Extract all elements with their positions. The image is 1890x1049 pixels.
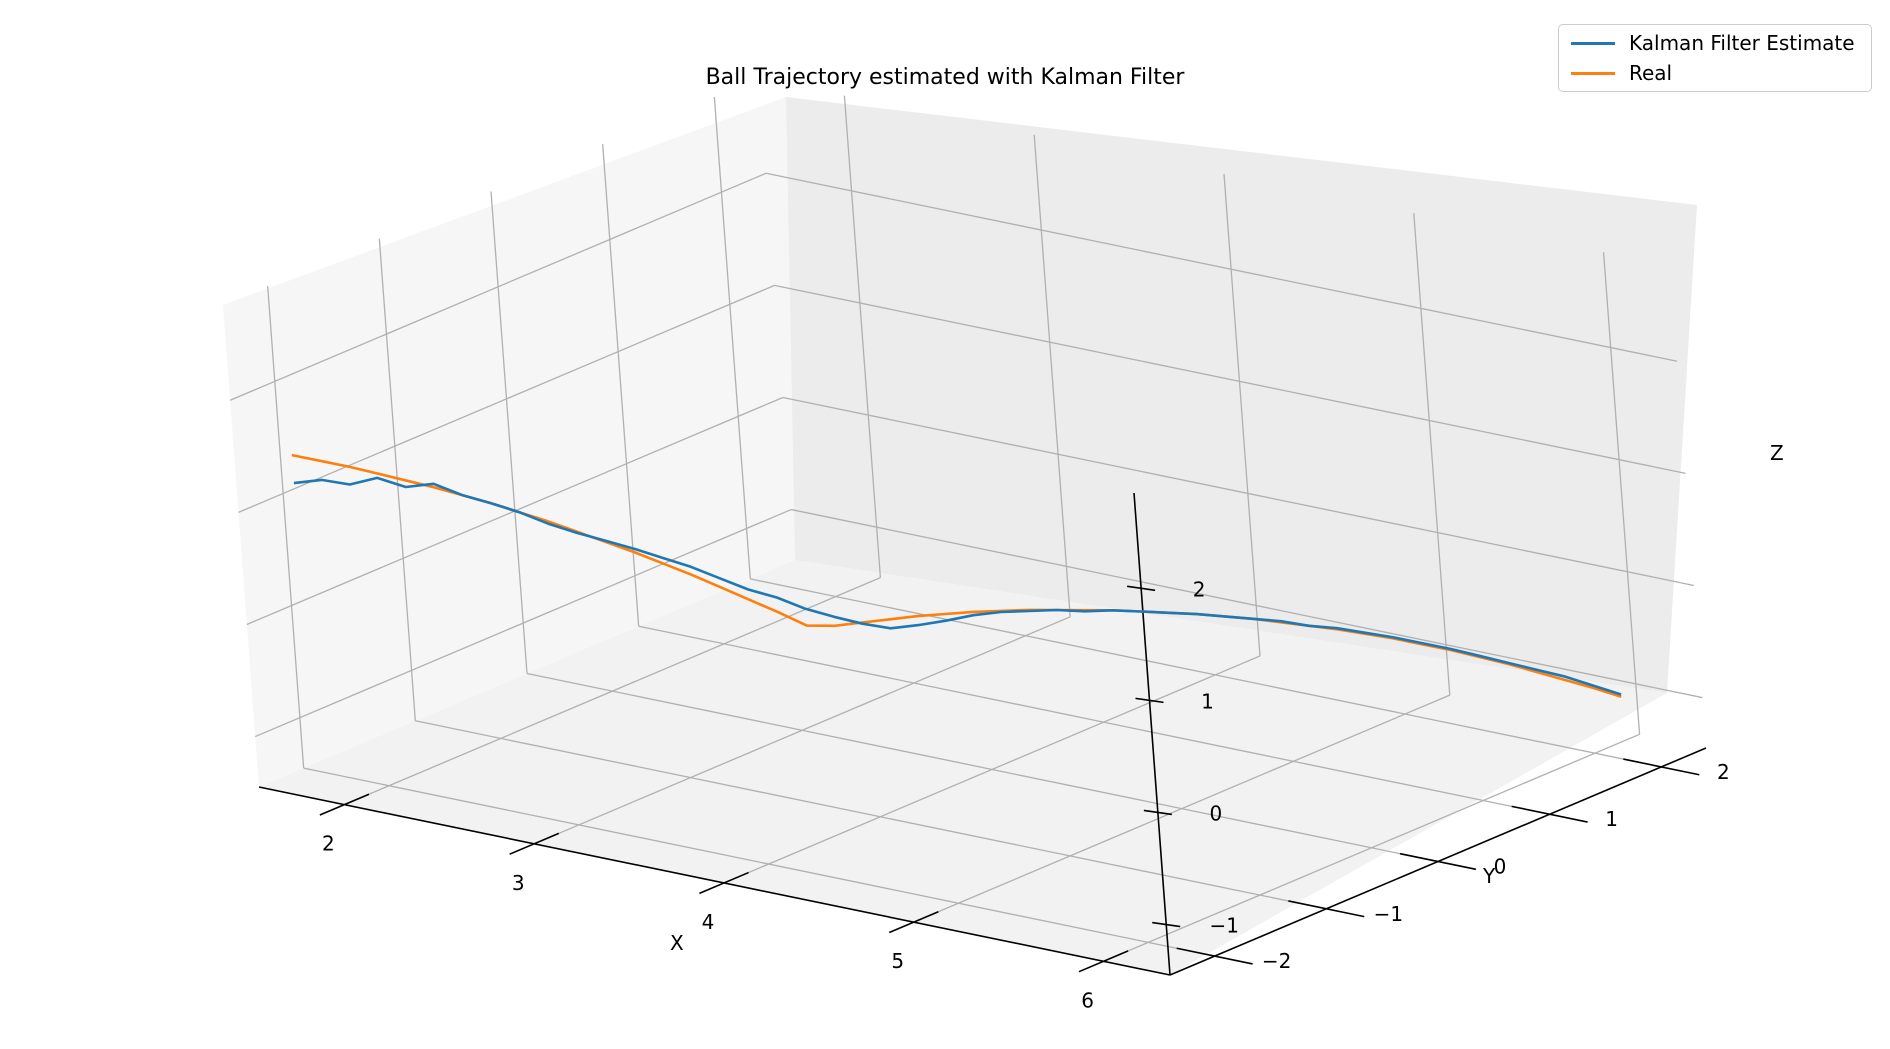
y-tick-label: 0 (1494, 855, 1507, 879)
y-gridline-wall (378, 238, 416, 721)
y-tick-mark (1511, 805, 1588, 823)
x-tick-label: 4 (702, 910, 715, 934)
back-left-pane (223, 97, 795, 787)
x-tick-mark (888, 910, 939, 934)
legend-item-kalman: Kalman Filter Estimate (1571, 30, 1855, 56)
y-tick-mark (1288, 900, 1365, 918)
chart-title: Ball Trajectory estimated with Kalman Fi… (706, 65, 1186, 90)
z-gridline-back (791, 508, 1703, 699)
legend-label-real: Real (1629, 61, 1673, 85)
x-tick-labels: 2 3 4 5 6 (322, 832, 1094, 1013)
legend-swatch-kalman (1571, 41, 1615, 45)
y-gridline-wall (490, 191, 528, 674)
y-axis-label: Y (1482, 864, 1496, 888)
axis-lines (258, 492, 1707, 976)
z-gridline-back (782, 396, 1694, 587)
legend-item-real: Real (1571, 60, 1672, 86)
z-tick-labels: −1 0 1 2 (1193, 577, 1239, 937)
x-gridline-wall (843, 95, 882, 578)
x-axis-label: X (670, 931, 684, 955)
x-gridline-wall (1602, 252, 1641, 735)
y-gridline-wall (267, 286, 305, 769)
x-tick-mark (699, 871, 749, 895)
y-tick-label: −2 (1262, 949, 1291, 973)
x-gridline-wall (1223, 173, 1261, 657)
z-tick-mark (1135, 697, 1164, 704)
z-tick-label: 1 (1201, 689, 1214, 713)
x-tick-label: 3 (512, 871, 525, 895)
z-axis-line (1133, 492, 1171, 976)
y-gridline-floor (638, 625, 1550, 815)
y-gridline-wall (602, 144, 640, 627)
z-gridline-back (765, 172, 1678, 362)
y-gridline-floor (415, 720, 1327, 910)
y-tick-mark (1176, 947, 1253, 965)
y-gridline-wall (713, 96, 751, 579)
legend-label-kalman: Kalman Filter Estimate (1629, 31, 1855, 55)
x-tick-label: 6 (1081, 988, 1094, 1012)
x-tick-label: 2 (322, 832, 335, 856)
x-tick-mark (1078, 950, 1129, 973)
x-gridline-wall (1033, 134, 1071, 617)
z-gridline-left (229, 172, 767, 401)
z-axis-label: Z (1770, 441, 1784, 465)
x-axis-line (258, 786, 1171, 976)
x-tick-label: 5 (891, 949, 904, 973)
y-tick-labels: −2 −1 0 1 2 (1262, 760, 1730, 973)
series-line-kalman-filter-estimate (293, 476, 1622, 696)
z-tick-mark (1152, 921, 1181, 928)
y-gridline-floor (750, 578, 1662, 768)
y-gridline-floor (526, 672, 1439, 863)
y-tick-mark (1623, 758, 1700, 776)
grid-lines (229, 95, 1703, 962)
y-tick-label: 1 (1605, 807, 1618, 831)
z-gridline-left (254, 508, 792, 738)
series-layer (291, 453, 1622, 699)
z-gridline-back (774, 284, 1686, 475)
z-tick-mark (1143, 809, 1172, 816)
y-tick-label: 2 (1717, 760, 1730, 784)
z-tick-label: 0 (1209, 801, 1222, 825)
z-tick-label: 2 (1193, 577, 1206, 601)
z-tick-label: −1 (1209, 914, 1238, 938)
x-gridline-wall (1413, 213, 1451, 696)
back-right-pane (786, 97, 1697, 693)
x-tick-mark (319, 793, 370, 816)
z-tick-mark (1127, 585, 1156, 592)
legend-swatch-real (1571, 71, 1615, 75)
legend: Kalman Filter Estimate Real (1558, 24, 1872, 92)
y-gridline-floor (303, 767, 1215, 957)
x-tick-mark (509, 832, 560, 855)
y-tick-mark (1399, 852, 1477, 871)
y-tick-label: −1 (1374, 902, 1403, 926)
z-gridline-left (238, 284, 775, 513)
